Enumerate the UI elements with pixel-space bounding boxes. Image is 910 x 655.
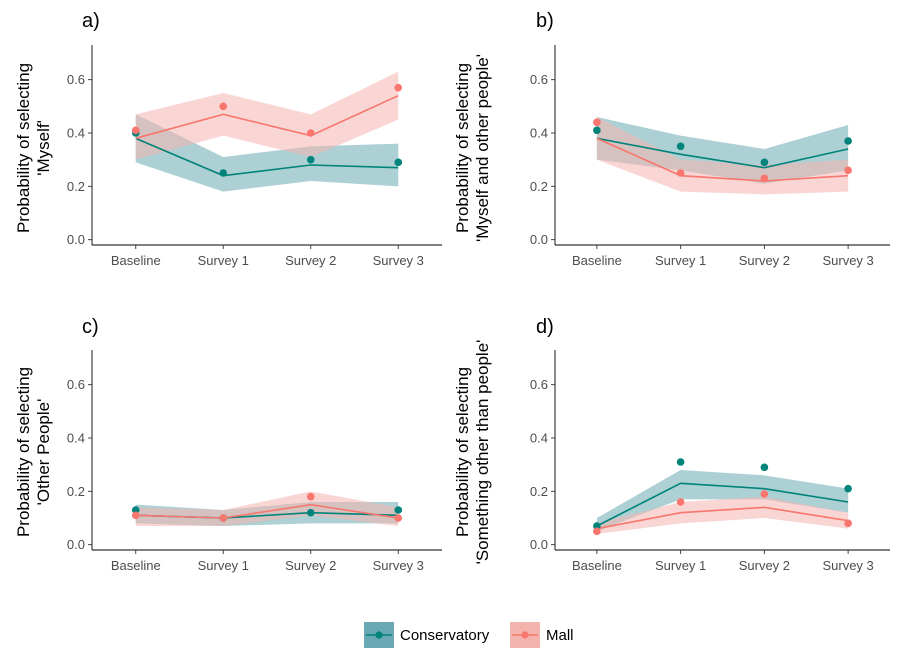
panel-c-mall-point-survey-1 <box>219 514 228 522</box>
legend: Conservatory Mall <box>364 622 574 648</box>
panel-c-y-tick-label: 0.4 <box>67 431 85 446</box>
panel-a-y-tick-label: 0.6 <box>67 72 85 87</box>
panel-a-ylabel-line-1: Probability of selecting <box>14 63 33 233</box>
panel-c-y-tick-label: 0.6 <box>67 377 85 392</box>
panel-b-y-tick-label: 0.0 <box>530 232 548 247</box>
panel-a-mall-point-survey-2 <box>306 129 315 137</box>
panel-d-label: d) <box>536 316 554 338</box>
panel-d-conservatory-point-baseline <box>593 522 601 530</box>
panel-c-conservatory-point-baseline <box>131 506 140 514</box>
panel-b-conservatory-point-baseline <box>593 126 601 135</box>
panel-b-conservatory-point-survey-2 <box>760 158 769 167</box>
panel-a-mall-point-baseline <box>131 126 140 135</box>
panel-b-x-tick-label-survey-1: Survey 1 <box>655 253 706 268</box>
panel-a-conservatory-ci-band <box>135 114 399 192</box>
panel-c-conservatory-point-survey-3 <box>394 506 403 514</box>
panel-c-x-tick-label-survey-3: Survey 3 <box>373 558 424 573</box>
panel-c-mall-point-baseline <box>131 511 140 520</box>
panel-b-mall-point-survey-3 <box>844 166 852 175</box>
panel-d: d) Probability of selecting 'Something o… <box>453 316 890 573</box>
panel-c-y-tick-label: 0.0 <box>67 537 85 552</box>
panel-b-label: b) <box>536 10 554 32</box>
panel-c-conservatory-point-survey-2 <box>306 508 315 517</box>
panel-a-x-tick-label-survey-1: Survey 1 <box>198 253 249 268</box>
panel-d-y-tick-label: 0.6 <box>530 377 548 392</box>
panel-d-x-tick-label-survey-3: Survey 3 <box>822 558 873 573</box>
panel-d-conservatory-ci-band <box>596 470 849 532</box>
panel-b-x-tick-label-survey-3: Survey 3 <box>822 253 873 268</box>
panel-d-ylabel-line-2: 'Something other than people' <box>473 340 492 565</box>
panel-c: c) Probability of selecting 'Other Peopl… <box>14 316 442 573</box>
panel-d-x-tick-label-baseline: Baseline <box>572 558 622 573</box>
panel-b-y-tick-label: 0.4 <box>530 126 548 141</box>
legend-label-mall: Mall <box>546 627 574 644</box>
panel-b-mall-point-survey-2 <box>760 174 769 183</box>
panel-a-conservatory-point-survey-3 <box>394 158 403 167</box>
panel-d-mall-ci-band <box>596 496 849 534</box>
panel-b-x-tick-label-baseline: Baseline <box>572 253 622 268</box>
panel-c-y-tick-label: 0.2 <box>67 484 85 499</box>
panel-b-ylabel-line-1: Probability of selecting <box>453 63 472 233</box>
panel-a-y-tick-label: 0.0 <box>67 232 85 247</box>
panel-a-mall-point-survey-3 <box>394 83 403 92</box>
panel-b-conservatory-point-survey-1 <box>676 142 685 151</box>
panel-a-y-tick-label: 0.4 <box>67 126 85 141</box>
panel-b-x-tick-label-survey-2: Survey 2 <box>739 253 790 268</box>
panel-d-mall-line <box>596 506 849 530</box>
panel-d-conservatory-line <box>596 482 849 527</box>
panel-a-x-tick-label-baseline: Baseline <box>111 253 161 268</box>
panel-b-y-tick-label: 0.6 <box>530 72 548 87</box>
panel-c-x-tick-label-survey-2: Survey 2 <box>285 558 336 573</box>
panel-a-y-tick-label: 0.2 <box>67 179 85 194</box>
panel-a-ylabel-line-2: 'Myself' <box>34 120 53 176</box>
panel-c-ylabel-line-2: 'Other People' <box>34 399 53 506</box>
panel-d-mall-point-survey-3 <box>844 519 852 528</box>
panel-c-label: c) <box>82 316 99 338</box>
panel-a-mall-ci-band <box>135 71 399 160</box>
panel-a-x-tick-label-survey-3: Survey 3 <box>373 253 424 268</box>
legend-key-mall-point <box>521 631 529 639</box>
panel-c-mall-point-survey-3 <box>394 514 403 522</box>
panel-a-conservatory-line <box>135 137 399 177</box>
panel-d-conservatory-point-survey-2 <box>760 463 769 472</box>
panel-d-mall-point-survey-2 <box>760 490 769 498</box>
panel-d-mall-point-survey-1 <box>676 498 685 506</box>
panel-c-x-tick-label-baseline: Baseline <box>111 558 161 573</box>
panel-c-mall-line <box>135 503 399 519</box>
panel-d-y-tick-label: 0.2 <box>530 484 548 499</box>
legend-label-conservatory: Conservatory <box>400 627 490 644</box>
panel-a-mall-point-survey-1 <box>219 102 228 111</box>
panel-a: a) Probability of selecting 'Myself' 0.0… <box>14 10 442 268</box>
panel-d-ylabel-line-1: Probability of selecting <box>453 367 472 537</box>
panel-d-conservatory-point-survey-3 <box>844 484 852 493</box>
panel-d-conservatory-point-survey-1 <box>676 458 685 466</box>
panel-c-mall-point-survey-2 <box>306 492 315 501</box>
legend-key-conservatory-point <box>375 631 383 639</box>
panel-b-ylabel-line-2: 'Myself and other people' <box>473 54 492 242</box>
panel-b-mall-point-baseline <box>593 118 601 127</box>
panel-c-ylabel-line-1: Probability of selecting <box>14 367 33 537</box>
panel-d-x-tick-label-survey-2: Survey 2 <box>739 558 790 573</box>
panel-a-conservatory-point-survey-2 <box>306 155 315 164</box>
panel-a-x-tick-label-survey-2: Survey 2 <box>285 253 336 268</box>
panel-a-label: a) <box>82 10 100 32</box>
panel-b-conservatory-line <box>596 137 849 169</box>
panel-c-x-tick-label-survey-1: Survey 1 <box>198 558 249 573</box>
panel-a-mall-line <box>135 94 399 140</box>
panel-d-x-tick-label-survey-1: Survey 1 <box>655 558 706 573</box>
panel-b-y-tick-label: 0.2 <box>530 179 548 194</box>
panel-b-mall-point-survey-1 <box>676 169 685 177</box>
panel-a-conservatory-point-survey-1 <box>219 169 228 177</box>
panel-d-y-tick-label: 0.0 <box>530 537 548 552</box>
panel-d-mall-point-baseline <box>593 527 601 536</box>
panel-b-mall-line <box>596 137 849 182</box>
panel-b: b) Probability of selecting 'Myself and … <box>453 10 890 268</box>
panel-d-y-tick-label: 0.4 <box>530 431 548 446</box>
panel-b-mall-ci-band <box>596 117 849 195</box>
panel-b-conservatory-point-survey-3 <box>844 137 852 145</box>
